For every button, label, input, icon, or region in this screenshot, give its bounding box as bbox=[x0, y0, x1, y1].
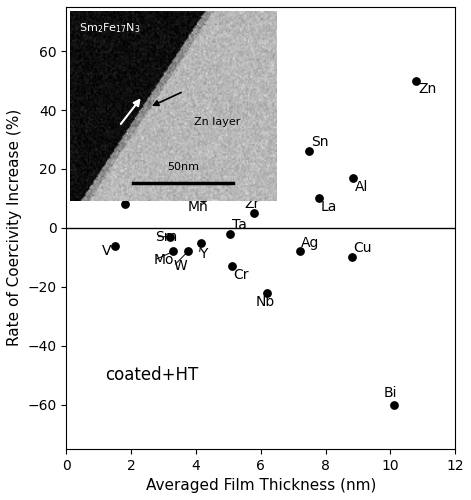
Text: La: La bbox=[321, 200, 337, 214]
Point bbox=[121, 200, 129, 208]
Point bbox=[184, 248, 192, 256]
Point bbox=[170, 248, 177, 256]
Text: Ta: Ta bbox=[232, 218, 247, 232]
Point bbox=[163, 180, 171, 188]
Point bbox=[226, 230, 234, 238]
Text: Al: Al bbox=[355, 180, 368, 194]
Text: Ce: Ce bbox=[212, 162, 230, 176]
Point bbox=[413, 76, 420, 84]
Point bbox=[316, 194, 323, 202]
Text: Ti: Ti bbox=[114, 188, 125, 202]
Point bbox=[306, 148, 313, 156]
Point bbox=[228, 262, 236, 270]
Text: Cr: Cr bbox=[233, 268, 249, 282]
Point bbox=[348, 254, 355, 262]
Text: Ag: Ag bbox=[301, 236, 320, 250]
Point bbox=[390, 400, 398, 408]
Point bbox=[296, 248, 303, 256]
Text: Mn: Mn bbox=[188, 200, 209, 214]
Text: Sn: Sn bbox=[311, 136, 329, 149]
Point bbox=[197, 238, 205, 246]
Point bbox=[251, 209, 258, 217]
Text: Bi: Bi bbox=[384, 386, 398, 400]
Point bbox=[199, 194, 206, 202]
Text: Sm: Sm bbox=[155, 230, 178, 243]
Text: Cu: Cu bbox=[353, 242, 372, 256]
Text: Ru: Ru bbox=[152, 168, 170, 182]
Point bbox=[218, 174, 226, 182]
Text: coated+HT: coated+HT bbox=[106, 366, 199, 384]
Text: Nb: Nb bbox=[256, 294, 275, 308]
Text: W: W bbox=[173, 259, 187, 273]
Point bbox=[349, 174, 357, 182]
Text: Zn: Zn bbox=[418, 82, 436, 96]
Text: Zr: Zr bbox=[244, 198, 260, 211]
Point bbox=[111, 242, 119, 250]
X-axis label: Averaged Film Thickness (nm): Averaged Film Thickness (nm) bbox=[146, 478, 376, 493]
Y-axis label: Rate of Coercivity Increase (%): Rate of Coercivity Increase (%) bbox=[7, 109, 22, 346]
Text: Y: Y bbox=[199, 248, 208, 262]
Point bbox=[264, 288, 271, 296]
Text: V: V bbox=[102, 244, 112, 258]
Text: Mo: Mo bbox=[154, 254, 174, 268]
Point bbox=[166, 232, 174, 240]
